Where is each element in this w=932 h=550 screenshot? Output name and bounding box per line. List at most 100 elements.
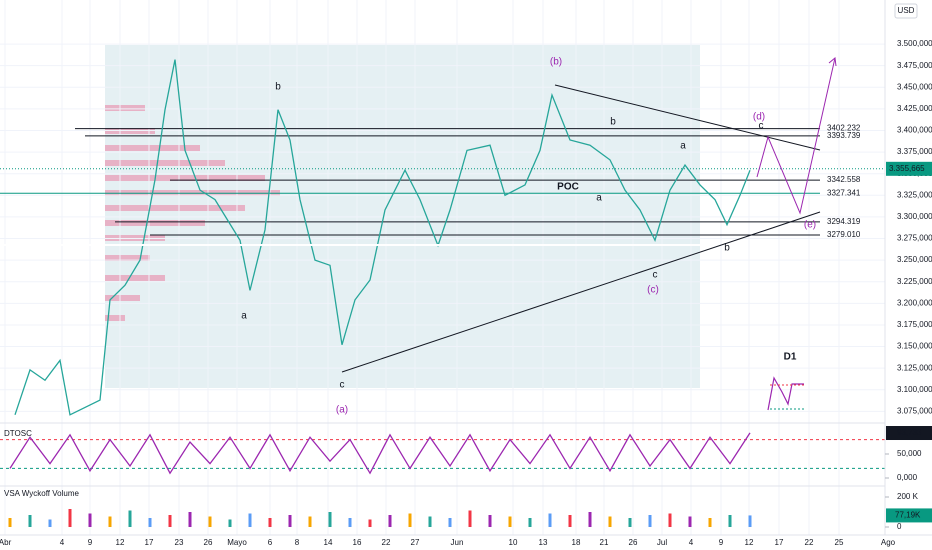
y-tick-label: 3.225,000 bbox=[897, 277, 932, 286]
x-tick-label: 12 bbox=[745, 538, 754, 547]
wave-label: b bbox=[275, 82, 281, 93]
volume-bar bbox=[568, 515, 572, 527]
volume-bar bbox=[468, 510, 472, 527]
x-tick-label: 9 bbox=[719, 538, 724, 547]
volume-bar bbox=[268, 518, 272, 527]
wave-label: (a) bbox=[336, 405, 348, 416]
level-label: 3342.558 bbox=[827, 175, 861, 184]
y-tick-label: 200 K bbox=[897, 492, 919, 501]
y-tick-label: 3.275,000 bbox=[897, 234, 932, 243]
y-tick-label: 0,000 bbox=[897, 473, 918, 482]
x-tick-label: Mayo bbox=[227, 538, 247, 547]
volume-bar bbox=[508, 516, 512, 527]
x-tick-label: Jun bbox=[451, 538, 464, 547]
price-line bbox=[14, 59, 751, 416]
price-axis bbox=[885, 0, 932, 550]
x-tick-label: 23 bbox=[175, 538, 184, 547]
volume-bar bbox=[308, 516, 312, 527]
annotations: b a c (a) (b) b a POC c (c) a b (d) c (e… bbox=[241, 57, 816, 416]
volume-bar bbox=[668, 513, 672, 527]
level-label: 3393.739 bbox=[827, 131, 861, 140]
wave-label: b bbox=[724, 243, 730, 254]
volume-bar bbox=[88, 513, 92, 527]
volume-bar bbox=[288, 515, 292, 527]
y-tick-label: 3.500,000 bbox=[897, 39, 932, 48]
y-tick-label: 3.400,000 bbox=[897, 126, 932, 135]
level-label: 3279.010 bbox=[827, 230, 861, 239]
wave-label: c bbox=[340, 380, 345, 391]
wave-label: (b) bbox=[550, 57, 562, 68]
volume-bar bbox=[208, 516, 212, 527]
volume-bar bbox=[148, 518, 152, 527]
wave-label: c bbox=[653, 270, 658, 281]
y-tick-label: 3.325,000 bbox=[897, 190, 932, 199]
wave-label: c bbox=[759, 121, 764, 132]
volume-bar bbox=[588, 512, 592, 527]
trendlines bbox=[0, 84, 821, 373]
x-tick-label: 8 bbox=[295, 538, 300, 547]
volume-bar bbox=[388, 515, 392, 527]
level-label: 3402.232 bbox=[827, 124, 861, 133]
wave-label: (c) bbox=[647, 285, 659, 296]
x-tick-label: 26 bbox=[204, 538, 213, 547]
y-tick-label: 3.175,000 bbox=[897, 320, 932, 329]
x-tick-label: 18 bbox=[572, 538, 581, 547]
x-tick-label: 17 bbox=[145, 538, 154, 547]
y-tick-label: 3.075,000 bbox=[897, 406, 932, 415]
x-tick-label: 4 bbox=[689, 538, 694, 547]
y-tick-label: 3.300,000 bbox=[897, 212, 932, 221]
osc-last-box bbox=[886, 426, 932, 441]
volume-last-label: 77,19K bbox=[895, 511, 921, 520]
volume-title: VSA Wyckoff Volume bbox=[4, 489, 79, 498]
grid bbox=[0, 0, 885, 535]
volume-bar bbox=[428, 516, 432, 527]
volume-bar bbox=[448, 518, 452, 527]
poc-label: POC bbox=[557, 182, 579, 193]
x-tick-label: 16 bbox=[353, 538, 362, 547]
wave-label: (e) bbox=[804, 220, 816, 231]
currency-box[interactable] bbox=[894, 3, 918, 19]
volume-bar bbox=[728, 515, 732, 527]
volume-bar bbox=[708, 518, 712, 527]
volume-bar bbox=[608, 516, 612, 527]
y-tick-label: 3.375,000 bbox=[897, 147, 932, 156]
x-tick-label: Jul bbox=[657, 538, 667, 547]
wave-label: (d) bbox=[753, 112, 765, 123]
y-tick-label: 3.475,000 bbox=[897, 61, 932, 70]
x-tick-label: 21 bbox=[600, 538, 609, 547]
volume-bar bbox=[168, 515, 172, 527]
volume-bar bbox=[748, 515, 752, 527]
last-price-box bbox=[886, 161, 932, 176]
x-tick-label: 12 bbox=[116, 538, 125, 547]
wave-label: a bbox=[596, 193, 602, 204]
osc-last-label: 93,733 bbox=[897, 428, 922, 437]
x-tick-label: 17 bbox=[775, 538, 784, 547]
volume-bar bbox=[348, 518, 352, 527]
wave-label: a bbox=[241, 311, 247, 322]
y-tick-label: 3.200,000 bbox=[897, 298, 932, 307]
volume-bar bbox=[408, 513, 412, 527]
x-tick-label: Ago bbox=[881, 538, 896, 547]
x-tick-label: Abr bbox=[0, 538, 12, 547]
timeframe-label: D1 bbox=[784, 352, 797, 363]
currency[interactable]: USD bbox=[898, 6, 915, 15]
projection bbox=[756, 57, 837, 411]
volume-bar bbox=[228, 519, 232, 527]
y-tick-label: 3.125,000 bbox=[897, 363, 932, 372]
x-tick-label: 10 bbox=[509, 538, 518, 547]
y-tick-label: 50,000 bbox=[897, 449, 922, 458]
volume-bar bbox=[628, 518, 632, 527]
volume-bar bbox=[548, 513, 552, 527]
volume-bar bbox=[248, 513, 252, 527]
volume-bar bbox=[488, 515, 492, 527]
y-tick-label: 3.450,000 bbox=[897, 82, 932, 91]
volume-bar bbox=[688, 516, 692, 527]
price-line bbox=[9, 432, 751, 475]
volume-bar bbox=[328, 512, 332, 527]
y-tick-label: 3.425,000 bbox=[897, 104, 932, 113]
wave-label: b bbox=[610, 117, 616, 128]
volume-last-box bbox=[886, 508, 932, 523]
wave-label: a bbox=[680, 141, 686, 152]
volume-bar bbox=[28, 515, 32, 527]
